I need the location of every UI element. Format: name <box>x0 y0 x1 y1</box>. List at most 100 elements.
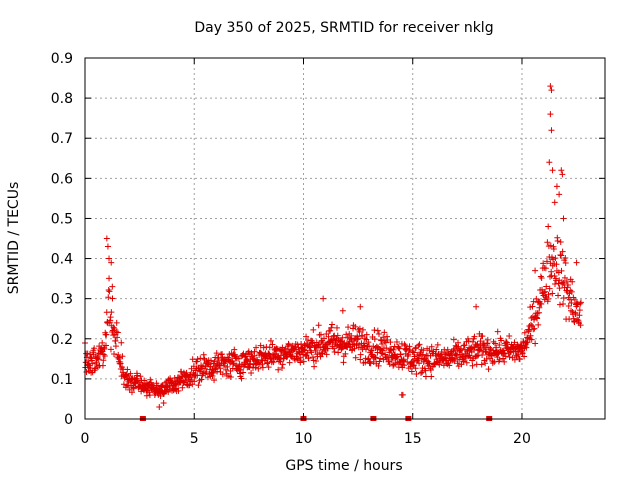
data-point <box>95 356 102 363</box>
data-point <box>340 359 347 366</box>
data-point <box>411 362 418 369</box>
data-point <box>157 392 164 399</box>
data-point <box>473 303 480 310</box>
data-point <box>559 248 566 255</box>
data-point <box>267 337 274 344</box>
data-point <box>544 239 551 246</box>
y-tick-label: 0 <box>64 412 73 428</box>
data-point <box>446 362 453 369</box>
data-point <box>300 358 307 365</box>
data-point <box>408 368 415 375</box>
data-point <box>359 326 366 333</box>
data-point <box>555 280 562 287</box>
data-point <box>498 337 505 344</box>
data-point <box>506 353 513 360</box>
data-point <box>351 345 358 352</box>
data-point <box>210 369 217 376</box>
data-point <box>195 382 202 389</box>
data-point <box>434 341 441 348</box>
data-point <box>251 348 258 355</box>
data-point <box>554 238 561 245</box>
data-point <box>91 345 98 352</box>
data-point <box>89 360 96 367</box>
data-point <box>260 344 267 351</box>
data-point <box>381 329 388 336</box>
data-point <box>534 315 541 322</box>
data-point <box>310 326 317 333</box>
data-point <box>112 338 119 345</box>
data-point <box>572 311 579 318</box>
y-tick-label: 0.1 <box>51 372 73 388</box>
data-point <box>203 368 210 375</box>
data-point <box>378 350 385 357</box>
y-axis-label: SRMTID / TECUs <box>6 182 22 295</box>
data-point <box>469 338 476 345</box>
data-point <box>160 399 167 406</box>
y-tick-label: 0.8 <box>51 91 73 107</box>
data-point <box>577 322 584 329</box>
data-point <box>345 324 352 331</box>
data-point <box>224 363 231 370</box>
y-tick-label: 0.6 <box>51 171 73 187</box>
data-point <box>399 391 406 398</box>
data-point <box>501 358 508 365</box>
data-point <box>532 340 539 347</box>
data-point <box>211 377 218 384</box>
data-point <box>546 159 553 166</box>
data-point <box>321 335 328 342</box>
data-point <box>93 361 100 368</box>
data-point <box>548 127 555 134</box>
data-point <box>552 281 559 288</box>
y-tick-label: 0.4 <box>51 252 73 268</box>
data-point <box>334 332 341 339</box>
y-tick-label: 0.2 <box>51 332 73 348</box>
data-point <box>285 341 292 348</box>
data-point <box>577 300 584 307</box>
data-point <box>545 291 552 298</box>
data-point <box>562 260 569 267</box>
data-point <box>297 354 304 361</box>
data-point <box>571 296 578 303</box>
x-tick-label: 5 <box>190 431 199 447</box>
data-point <box>428 373 435 380</box>
data-point <box>547 83 554 90</box>
data-point <box>560 279 567 286</box>
data-point <box>105 294 112 301</box>
data-point <box>422 367 429 374</box>
data-point <box>328 324 335 331</box>
data-point <box>502 353 509 360</box>
data-point <box>530 326 537 333</box>
y-tick-label: 0.9 <box>51 51 73 67</box>
data-point <box>114 329 121 336</box>
data-point <box>312 357 319 364</box>
data-point <box>113 319 120 326</box>
data-point <box>330 333 337 340</box>
data-point <box>308 349 315 356</box>
data-point <box>377 355 384 362</box>
data-point <box>492 340 499 347</box>
data-point <box>417 369 424 376</box>
data-point <box>406 347 413 354</box>
data-point <box>458 345 465 352</box>
data-point <box>564 281 571 288</box>
data-point <box>103 331 110 338</box>
data-point <box>123 382 130 389</box>
data-point <box>331 348 338 355</box>
data-point <box>175 387 182 394</box>
data-point <box>556 191 563 198</box>
data-point <box>198 376 205 383</box>
data-point <box>209 372 216 379</box>
data-point <box>344 334 351 341</box>
data-point <box>227 374 234 381</box>
data-point <box>547 273 554 280</box>
data-point <box>375 331 382 338</box>
data-point <box>116 354 123 361</box>
data-point <box>333 324 340 331</box>
data-point <box>317 353 324 360</box>
data-point <box>416 360 423 367</box>
data-point <box>269 341 276 348</box>
data-point <box>559 280 566 287</box>
data-point <box>453 351 460 358</box>
data-point <box>397 351 404 358</box>
data-point <box>416 341 423 348</box>
